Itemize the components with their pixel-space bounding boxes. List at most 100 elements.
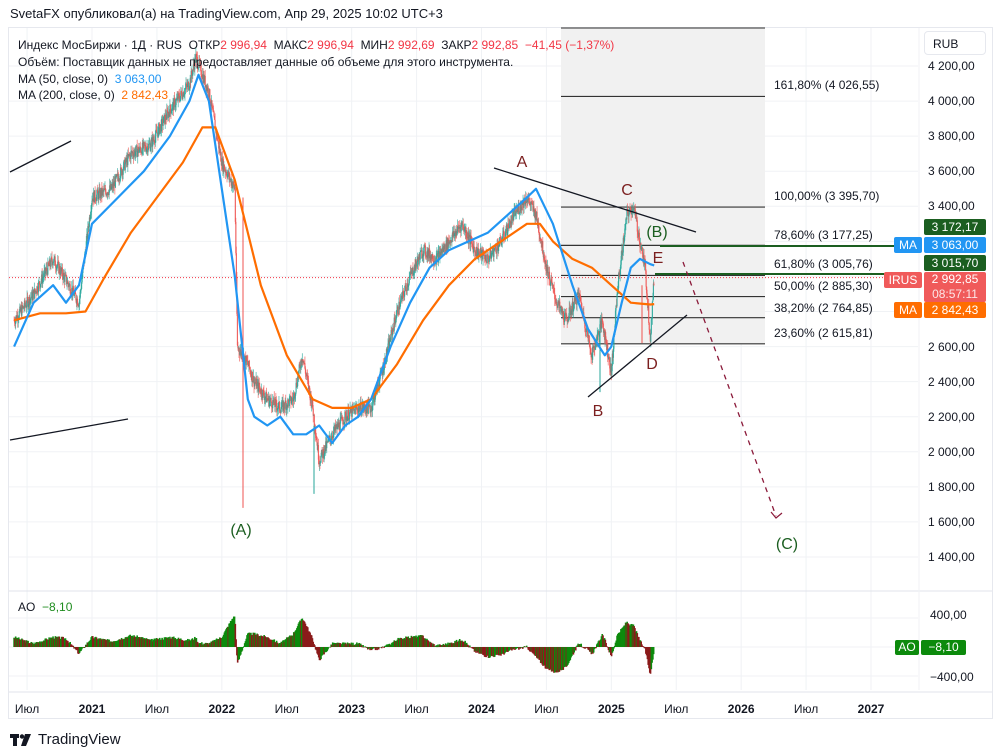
candle-body (588, 335, 590, 341)
low-label: МИН (360, 38, 388, 52)
candle-body (596, 334, 598, 341)
candle-body (102, 189, 104, 191)
candle-body (278, 401, 281, 411)
candle-body (50, 257, 52, 267)
candle-body (612, 348, 615, 358)
candle-body (155, 129, 157, 131)
candle-body (95, 199, 97, 201)
candle-body (356, 407, 358, 411)
candle-body (648, 322, 650, 330)
candle-body (421, 250, 423, 259)
candle-body (509, 219, 511, 221)
candle-body (87, 226, 89, 239)
candle-body (508, 227, 510, 229)
candle-body (551, 281, 553, 286)
ma50-legend[interactable]: MA (50, close, 0) 3 063,00 (18, 70, 161, 88)
candle-body (340, 417, 342, 420)
price-axis-label: 3 600,00 (928, 164, 975, 179)
candle-body (501, 241, 503, 245)
candle-body (198, 59, 201, 65)
wave-label-a-major: (A) (230, 522, 252, 539)
candle-body (597, 332, 599, 335)
candle-body (447, 240, 449, 249)
candle-body (294, 392, 297, 397)
ao-bar (522, 647, 525, 648)
candle-body (224, 170, 227, 173)
candle-body (559, 307, 562, 308)
candle-body (80, 288, 82, 291)
fib-level-label: 61,80% (3 005,76) (774, 257, 873, 271)
ao-bar (518, 647, 520, 650)
candle-body (60, 267, 62, 275)
ao-bar (234, 623, 237, 647)
candle-body (279, 410, 281, 412)
candle-body (79, 290, 82, 293)
last-price: 2 992,85 (931, 272, 979, 286)
ao-legend[interactable]: AO −8,10 (18, 600, 72, 614)
time-axis-label: Июл (664, 702, 689, 716)
candle-body (49, 259, 51, 266)
candle-body (401, 291, 404, 300)
candle-body (254, 382, 256, 384)
candle-body (329, 436, 331, 439)
candle-body (436, 253, 438, 256)
candle-body (347, 409, 350, 421)
price-axis-label: 2 400,00 (928, 374, 975, 389)
candle-body (551, 279, 553, 282)
ma200-legend[interactable]: MA (200, close, 0) 2 842,43 (18, 86, 168, 104)
fib-zone (561, 28, 765, 344)
ao-bar (605, 642, 607, 647)
ma50-tag-value: 3 063,00 (924, 237, 986, 253)
candle-body (52, 261, 55, 263)
ao-bar (386, 644, 389, 647)
candle-body (392, 328, 394, 336)
fib-level-label: 78,60% (3 177,25) (774, 228, 873, 242)
candle-body (119, 177, 121, 181)
candle-body (451, 236, 453, 243)
candle-body (52, 261, 54, 265)
ao-bar (612, 647, 614, 652)
candle-body (605, 338, 607, 343)
symbol-name[interactable]: Индекс МосБиржи · 1Д · RUS (18, 38, 182, 52)
candle-body (216, 131, 218, 140)
candle-body (359, 407, 361, 412)
candle-body (450, 240, 452, 242)
candle-body (529, 201, 531, 206)
candle-body (166, 110, 168, 120)
candle-body (387, 343, 389, 351)
candle-body (396, 309, 398, 317)
candle-body (466, 237, 469, 239)
candle-body (408, 283, 410, 285)
tradingview-logo[interactable]: TradingView (10, 731, 121, 748)
candle-body (405, 286, 407, 291)
trend-line-ace (493, 167, 697, 233)
candle-body (453, 233, 456, 236)
candle-body (289, 396, 291, 399)
candle-body (296, 382, 298, 387)
candle-body (63, 272, 65, 276)
currency-button[interactable]: RUB (924, 31, 986, 55)
price-axis-label: 1 800,00 (928, 479, 975, 494)
fib-level-label: 38,20% (2 764,85) (774, 301, 873, 315)
ao-bar (430, 642, 433, 647)
candle-body (152, 136, 154, 141)
candle-body (276, 405, 278, 411)
ao-bar (584, 647, 586, 649)
candle-body (164, 114, 166, 125)
candle-body (572, 309, 575, 312)
candle-body (624, 224, 626, 229)
candle-body (225, 171, 228, 176)
candle-body (489, 256, 491, 259)
candle-body (513, 211, 515, 221)
candle-body (135, 151, 137, 156)
wave-label-c-major: (C) (775, 536, 799, 553)
candle-body (82, 269, 84, 278)
candle-body (138, 147, 140, 153)
ao-bar (595, 647, 597, 649)
ao-bar (523, 646, 526, 647)
ma200-tag-value: 2 842,43 (924, 302, 986, 318)
candle-body (369, 405, 371, 410)
candle-body (388, 338, 391, 349)
candle-body (171, 109, 173, 111)
